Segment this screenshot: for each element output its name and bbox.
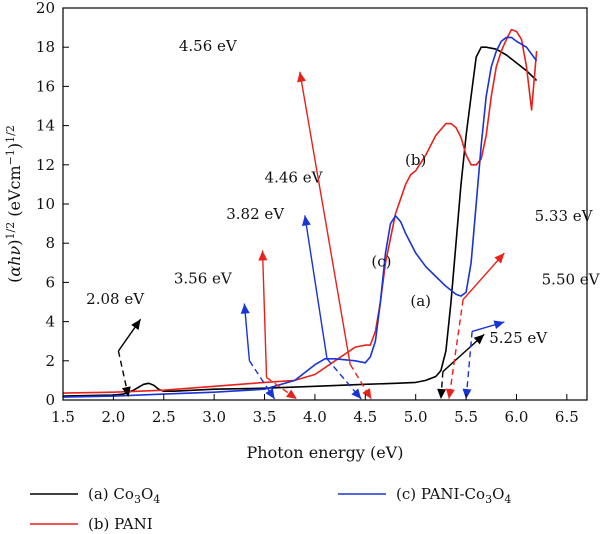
y-axis-title: (αhν)1/2 (eVcm−1)1/2: [4, 125, 24, 283]
arrow-head: [301, 215, 311, 226]
arrow-head: [494, 253, 505, 264]
bandgap-label: 5.25 eV: [489, 329, 548, 347]
y-tick-label: 18: [36, 38, 55, 56]
legend-item-b: (b) PANI: [30, 515, 153, 533]
bandgap-label: 4.56 eV: [179, 37, 238, 55]
bandgap-label: 5.33 eV: [535, 207, 594, 225]
arrow-head: [473, 334, 485, 345]
x-tick-label: 2.0: [101, 408, 125, 426]
curve-label: (a): [410, 292, 431, 310]
series-line-b: [63, 28, 538, 394]
arrow-head: [240, 303, 250, 314]
series-line-a: [63, 46, 538, 397]
x-tick-label: 6.5: [555, 408, 579, 426]
arrow-head: [286, 389, 297, 400]
y-tick-label: 2: [45, 352, 55, 370]
arrow-head: [121, 386, 131, 398]
x-tick-label: 5.5: [454, 408, 478, 426]
legend-label: (c) PANI-Co3O4: [396, 485, 511, 506]
bandgap-label: 3.82 eV: [226, 205, 285, 223]
tangent-line: [448, 299, 464, 400]
bandgap-label: 4.46 eV: [265, 168, 324, 186]
legend-item-c: (c) PANI-Co3O4: [338, 485, 511, 506]
y-tick-label: 16: [36, 77, 55, 95]
bandgap-label: 5.50 eV: [542, 270, 600, 288]
legend-item-a: (a) Co3O4: [30, 485, 160, 506]
curve-label: (b): [405, 151, 426, 169]
y-tick-label: 4: [45, 313, 55, 331]
tangent-line: [248, 360, 276, 400]
arrow-head: [297, 71, 306, 83]
x-tick-label: 5.0: [404, 408, 428, 426]
x-tick-label: 6.0: [505, 408, 529, 426]
arrow-head: [462, 388, 472, 400]
y-tick-label: 20: [36, 0, 55, 17]
x-tick-label: 4.5: [353, 408, 377, 426]
y-tick-label: 6: [45, 273, 55, 291]
y-tick-label: 8: [45, 234, 55, 252]
y-tick-label: 10: [36, 195, 55, 213]
label-arrow: [299, 71, 351, 365]
label-arrow: [304, 215, 328, 359]
arrow-head: [362, 388, 372, 400]
series-line-c: [63, 36, 538, 398]
x-axis-title: Photon energy (eV): [247, 443, 404, 462]
y-tick-label: 12: [36, 156, 55, 174]
x-tick-label: 3.5: [253, 408, 277, 426]
label-arrow: [261, 250, 268, 378]
arrow-head: [493, 320, 505, 330]
arrow-head: [131, 319, 141, 331]
legend-label: (a) Co3O4: [88, 485, 160, 506]
arrow-head: [351, 388, 362, 400]
bandgap-label: 3.56 eV: [174, 269, 233, 287]
legend-label: (b) PANI: [88, 515, 153, 533]
y-tick-label: 0: [45, 391, 55, 409]
curve-label: (c): [371, 253, 391, 271]
x-tick-label: 4.0: [303, 408, 327, 426]
arrow-head: [437, 388, 447, 400]
tangent-line: [117, 350, 130, 398]
tangent-line: [465, 331, 473, 400]
x-tick-label: 3.0: [202, 408, 226, 426]
arrow-head: [265, 388, 275, 400]
label-arrow: [462, 252, 505, 301]
y-tick-label: 14: [36, 117, 55, 135]
arrow-head: [258, 250, 268, 261]
x-tick-label: 1.5: [51, 408, 75, 426]
bandgap-label: 2.08 eV: [86, 290, 145, 308]
arrow-head: [445, 388, 455, 400]
x-tick-label: 2.5: [152, 408, 176, 426]
